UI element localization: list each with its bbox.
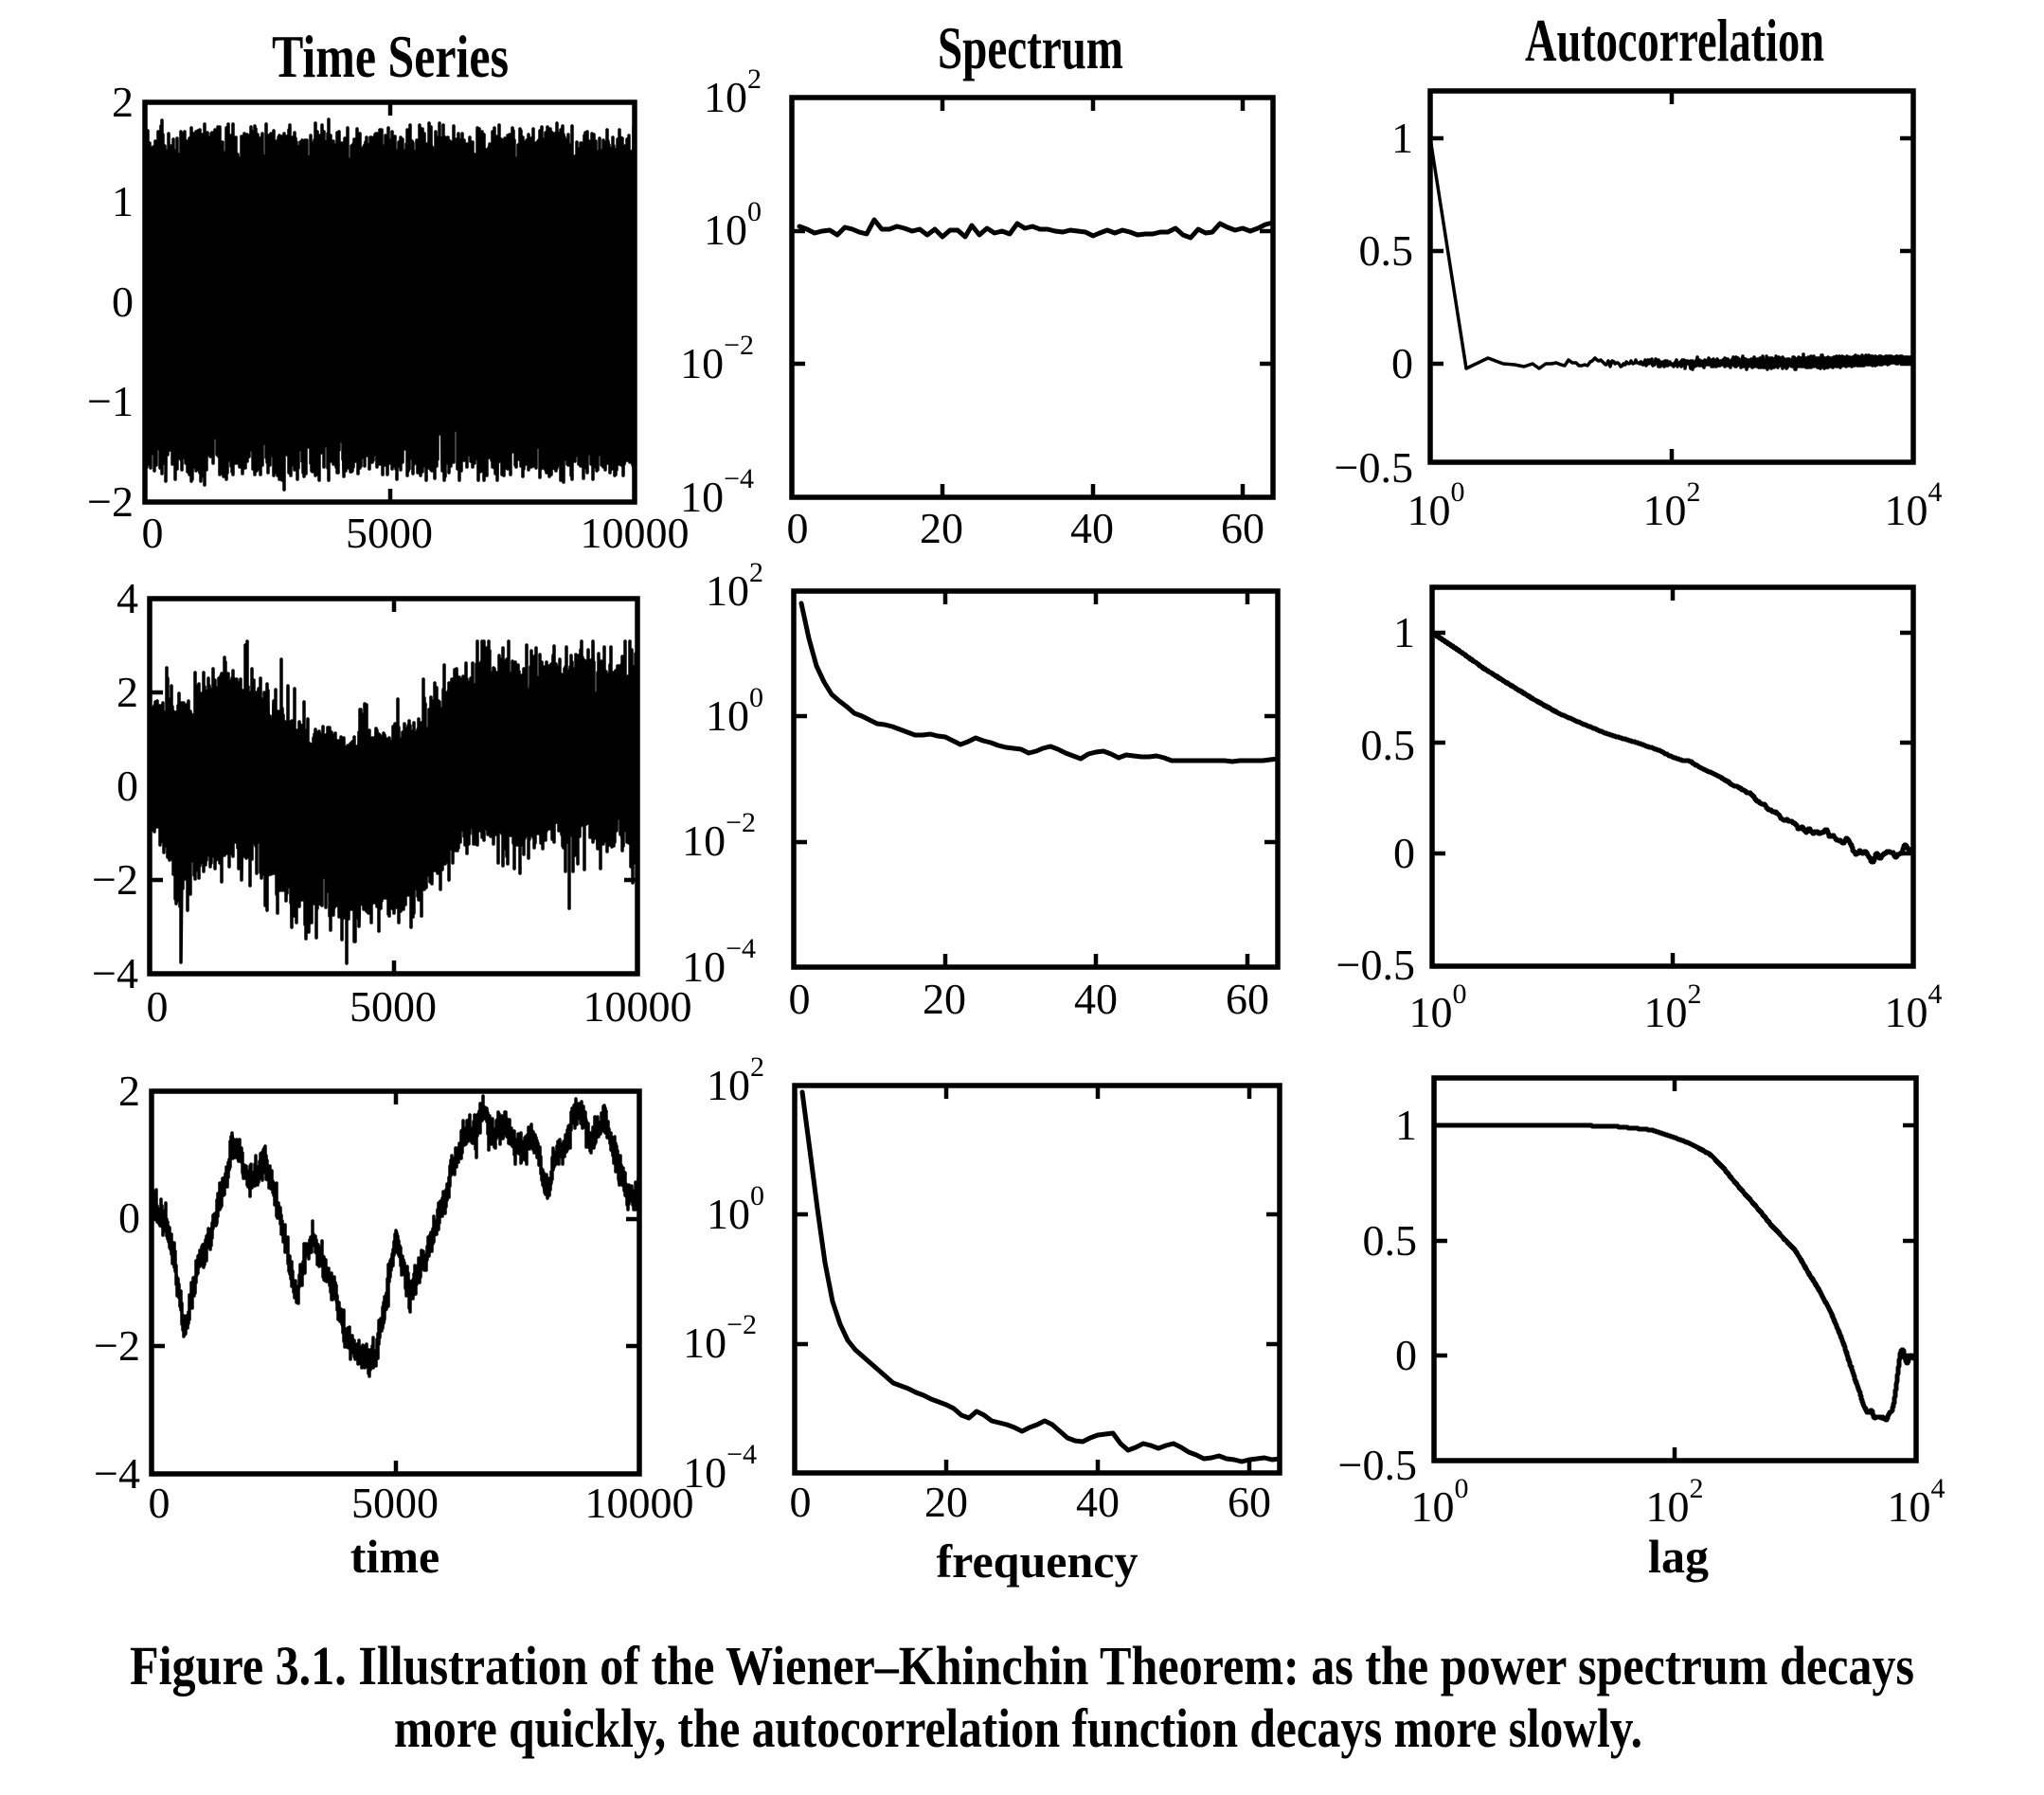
svg-text:102: 102: [1644, 978, 1702, 1036]
svg-text:60: 60: [1228, 1478, 1271, 1526]
svg-text:Autocorrelation: Autocorrelation: [1525, 7, 1824, 74]
svg-text:0: 0: [117, 762, 138, 810]
svg-text:102: 102: [704, 63, 762, 121]
svg-text:−0.5: −0.5: [1335, 443, 1413, 492]
svg-text:2: 2: [118, 1067, 140, 1115]
svg-text:−1: −1: [87, 377, 134, 425]
svg-text:Time Series: Time Series: [272, 23, 509, 90]
svg-text:5000: 5000: [350, 982, 437, 1031]
svg-text:20: 20: [924, 1478, 968, 1526]
svg-text:10000: 10000: [583, 982, 692, 1031]
svg-text:more quickly, the autocorrelat: more quickly, the autocorrelation functi…: [394, 1697, 1642, 1759]
svg-text:100: 100: [707, 1180, 764, 1238]
svg-text:100: 100: [704, 196, 762, 254]
svg-text:40: 40: [1070, 504, 1114, 552]
svg-text:0: 0: [142, 509, 164, 557]
svg-text:40: 40: [1076, 1478, 1120, 1526]
svg-text:5000: 5000: [346, 509, 433, 557]
svg-text:100: 100: [1409, 978, 1467, 1036]
svg-text:10000: 10000: [581, 509, 690, 557]
svg-text:0: 0: [112, 278, 134, 326]
svg-text:0: 0: [147, 982, 169, 1031]
svg-text:0.5: 0.5: [1359, 226, 1414, 275]
svg-text:10−2: 10−2: [683, 1309, 757, 1367]
svg-text:Spectrum: Spectrum: [938, 14, 1123, 81]
svg-text:0.5: 0.5: [1361, 721, 1416, 769]
svg-text:60: 60: [1226, 975, 1269, 1023]
svg-text:−2: −2: [92, 855, 138, 904]
svg-text:2: 2: [117, 668, 138, 716]
svg-text:5000: 5000: [351, 1479, 439, 1527]
svg-text:104: 104: [1885, 978, 1943, 1036]
svg-text:104: 104: [1888, 1473, 1945, 1531]
svg-text:1: 1: [1395, 1101, 1417, 1149]
svg-text:0: 0: [787, 504, 809, 552]
svg-text:10−4: 10−4: [683, 1439, 757, 1497]
svg-text:10000: 10000: [585, 1479, 694, 1527]
svg-text:102: 102: [1646, 1473, 1704, 1531]
svg-text:0: 0: [1393, 829, 1415, 877]
svg-text:0: 0: [118, 1194, 140, 1242]
svg-text:lag: lag: [1648, 1530, 1709, 1583]
svg-text:4: 4: [117, 574, 138, 622]
svg-text:frequency: frequency: [937, 1535, 1139, 1588]
svg-text:0.5: 0.5: [1363, 1216, 1418, 1265]
svg-text:102: 102: [706, 557, 763, 615]
svg-text:−2: −2: [94, 1321, 140, 1370]
svg-text:1: 1: [1393, 608, 1415, 656]
svg-text:−0.5: −0.5: [1338, 1441, 1417, 1489]
svg-text:40: 40: [1074, 975, 1118, 1023]
svg-text:10−4: 10−4: [682, 933, 756, 991]
svg-text:20: 20: [920, 504, 963, 552]
svg-text:100: 100: [706, 682, 763, 740]
svg-text:10−2: 10−2: [680, 330, 754, 387]
svg-text:0: 0: [790, 1478, 812, 1526]
svg-text:104: 104: [1885, 476, 1943, 534]
svg-text:0: 0: [1391, 339, 1413, 387]
svg-text:60: 60: [1221, 504, 1264, 552]
svg-text:102: 102: [707, 1051, 764, 1109]
svg-text:−2: −2: [87, 477, 134, 526]
svg-text:−4: −4: [92, 949, 138, 997]
svg-text:102: 102: [1643, 476, 1701, 534]
svg-text:0: 0: [789, 975, 811, 1023]
svg-text:−0.5: −0.5: [1336, 941, 1415, 989]
svg-text:1: 1: [1391, 114, 1413, 162]
svg-text:Figure 3.1. Illustration of th: Figure 3.1. Illustration of the Wiener–K…: [130, 1635, 1914, 1696]
svg-text:0: 0: [149, 1479, 170, 1527]
svg-text:−4: −4: [94, 1449, 140, 1498]
svg-text:1: 1: [112, 177, 134, 225]
svg-text:10−4: 10−4: [680, 463, 754, 521]
svg-text:0: 0: [1395, 1331, 1417, 1379]
svg-text:time: time: [350, 1530, 439, 1583]
svg-text:2: 2: [112, 78, 134, 126]
svg-text:100: 100: [1411, 1473, 1469, 1531]
svg-text:100: 100: [1407, 476, 1465, 534]
svg-text:20: 20: [923, 975, 966, 1023]
svg-text:10−2: 10−2: [682, 807, 756, 865]
